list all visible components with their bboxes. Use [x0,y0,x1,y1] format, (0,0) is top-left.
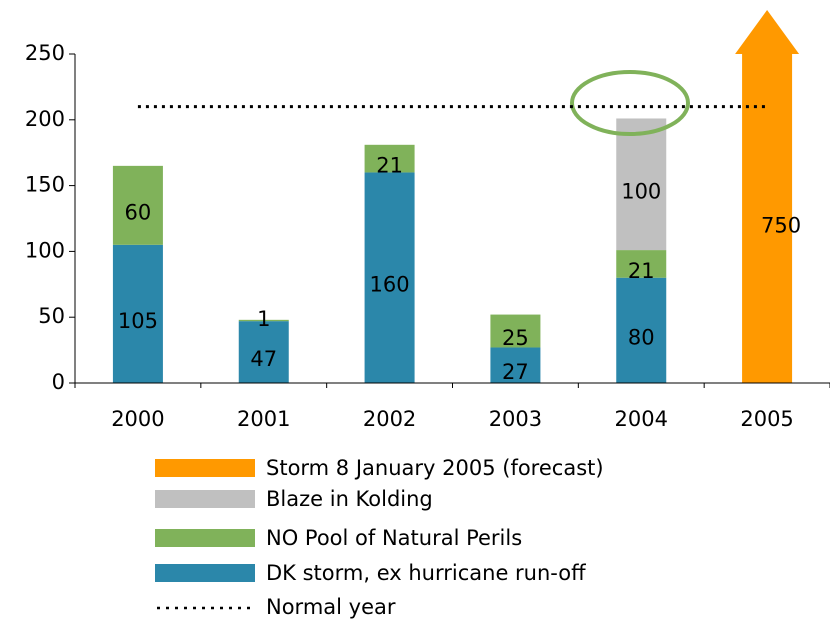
x-tick-label: 2005 [740,407,793,431]
bar-segment [616,118,667,251]
legend-label: NO Pool of Natural Perils [266,526,522,550]
legend-label: Storm 8 January 2005 (forecast) [266,456,604,480]
legend-label: Normal year [266,595,396,619]
value-label: 750 [761,214,801,238]
legend-swatch [155,564,255,582]
y-tick-label: 250 [25,41,65,65]
value-label: 160 [370,273,410,297]
bar-segment [112,165,163,245]
bar-arrow [735,10,800,383]
value-label: 80 [628,325,655,349]
y-tick-label: 150 [25,173,65,197]
bar-segment [112,244,163,383]
legend-swatch [155,529,255,547]
bar-segment [238,319,289,322]
x-tick-label: 2003 [489,407,542,431]
legend-swatch [155,490,255,508]
x-tick-label: 2000 [111,407,164,431]
highlight-ellipse [570,70,690,136]
value-label: 27 [502,360,529,384]
value-label: 105 [118,309,158,333]
bar-segment [616,250,667,278]
value-label: 60 [125,200,152,224]
y-tick-label: 50 [38,304,65,328]
legend-label: Blaze in Kolding [266,487,433,511]
x-tick-label: 2002 [363,407,416,431]
legend-label: DK storm, ex hurricane run-off [266,561,586,585]
value-label: 47 [250,347,277,371]
y-tick-label: 100 [25,238,65,262]
bar-segment [364,172,415,383]
bar-segment [490,347,541,383]
bar-segment [490,314,541,348]
value-label: 100 [621,179,661,203]
bar-segment [364,144,415,173]
bar-segment [238,321,289,383]
x-tick-label: 2001 [237,407,290,431]
y-tick-label: 200 [25,107,65,131]
value-label: 21 [376,154,403,178]
value-label: 25 [502,326,529,350]
y-tick-label: 0 [52,370,65,394]
bar-segment [616,277,667,383]
value-label: 21 [628,259,655,283]
legend-swatch [155,459,255,477]
x-tick-label: 2004 [615,407,668,431]
value-label: 1 [257,307,270,331]
